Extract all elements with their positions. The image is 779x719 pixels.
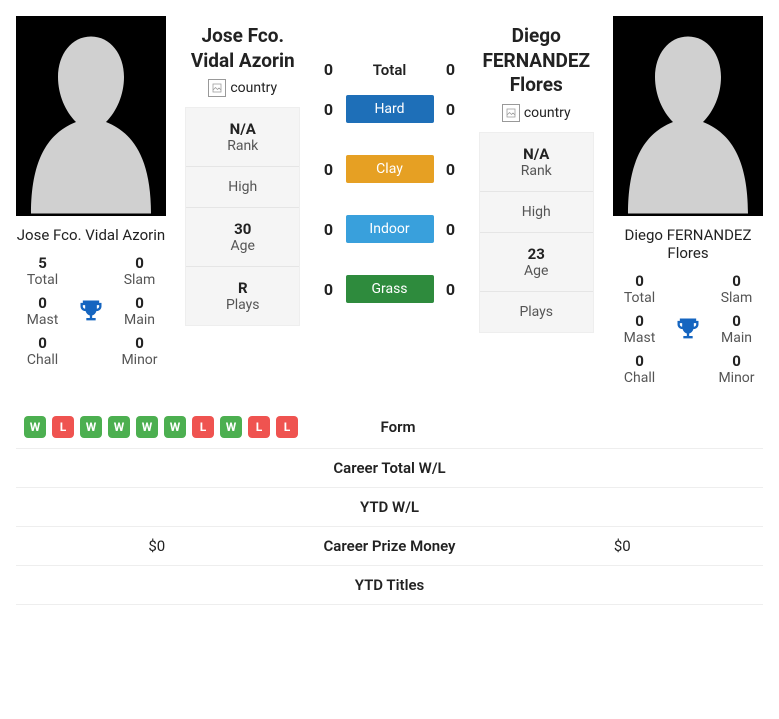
player1-card: Jose Fco. Vidal Azorin 5Total 0Slam 0Mas…: [16, 16, 166, 368]
h2h-surface-row: 0Clay0: [320, 155, 460, 183]
compare-row: YTD Titles: [16, 566, 763, 605]
player2-info: Diego FERNANDEZ Flores country N/ARank H…: [479, 16, 594, 333]
form-badge: W: [108, 416, 130, 438]
h2h-column: 0 Total 0 0Hard0 0Clay0 0Indoor0 0Grass0: [320, 16, 460, 303]
surface-pill: Hard: [346, 95, 434, 123]
form-badge: L: [52, 416, 74, 438]
h2h-surface-row: 0Indoor0: [320, 215, 460, 243]
player2-fullname: Diego FERNANDEZ Flores: [479, 24, 594, 98]
surface-pill: Indoor: [346, 215, 434, 243]
compare-row: $0Career Prize Money$0: [16, 527, 763, 566]
player1-fullname: Jose Fco. Vidal Azorin: [185, 24, 300, 73]
head-to-head-header: Jose Fco. Vidal Azorin 5Total 0Slam 0Mas…: [16, 16, 763, 386]
player2-card: Diego FERNANDEZ Flores 0Total 0Slam 0Mas…: [613, 16, 763, 386]
form-label: Form: [298, 418, 498, 436]
form-badge: L: [248, 416, 270, 438]
comparison-table: WLWWWWLWLL Form Career Total W/LYTD W/L$…: [16, 406, 763, 605]
compare-row: YTD W/L: [16, 488, 763, 527]
player1-portrait: [16, 16, 166, 216]
surface-pill: Clay: [346, 155, 434, 183]
form-badge: L: [192, 416, 214, 438]
form-badge: W: [136, 416, 158, 438]
h2h-surface-row: 0Grass0: [320, 275, 460, 303]
h2h-surface-row: 0Hard0: [320, 95, 460, 123]
player1-titles: 5Total 0Slam 0Mast 0Main 0Chall 0Minor: [16, 254, 166, 368]
form-badge: W: [220, 416, 242, 438]
form-badge: W: [164, 416, 186, 438]
form-row: WLWWWWLWLL Form: [16, 406, 763, 449]
form-badge: W: [80, 416, 102, 438]
form-badge: W: [24, 416, 46, 438]
player2-country: country: [502, 104, 571, 122]
form-badge: L: [276, 416, 298, 438]
player1-country: country: [208, 79, 277, 97]
silhouette-icon: [613, 16, 763, 216]
h2h-total-row: 0 Total 0: [320, 60, 460, 79]
trophy-icon: [77, 294, 105, 328]
broken-image-icon: [502, 104, 520, 122]
silhouette-icon: [16, 16, 166, 216]
player1-info: Jose Fco. Vidal Azorin country N/ARank H…: [185, 16, 300, 326]
compare-row: Career Total W/L: [16, 449, 763, 488]
player2-portrait: [613, 16, 763, 216]
player1-form: WLWWWWLWLL: [24, 416, 298, 438]
broken-image-icon: [208, 79, 226, 97]
surface-pill: Grass: [346, 275, 434, 303]
player1-name: Jose Fco. Vidal Azorin: [17, 226, 165, 244]
player2-titles: 0Total 0Slam 0Mast 0Main 0Chall 0Minor: [613, 272, 763, 386]
trophy-icon: [674, 312, 702, 346]
player2-name: Diego FERNANDEZ Flores: [613, 226, 763, 262]
